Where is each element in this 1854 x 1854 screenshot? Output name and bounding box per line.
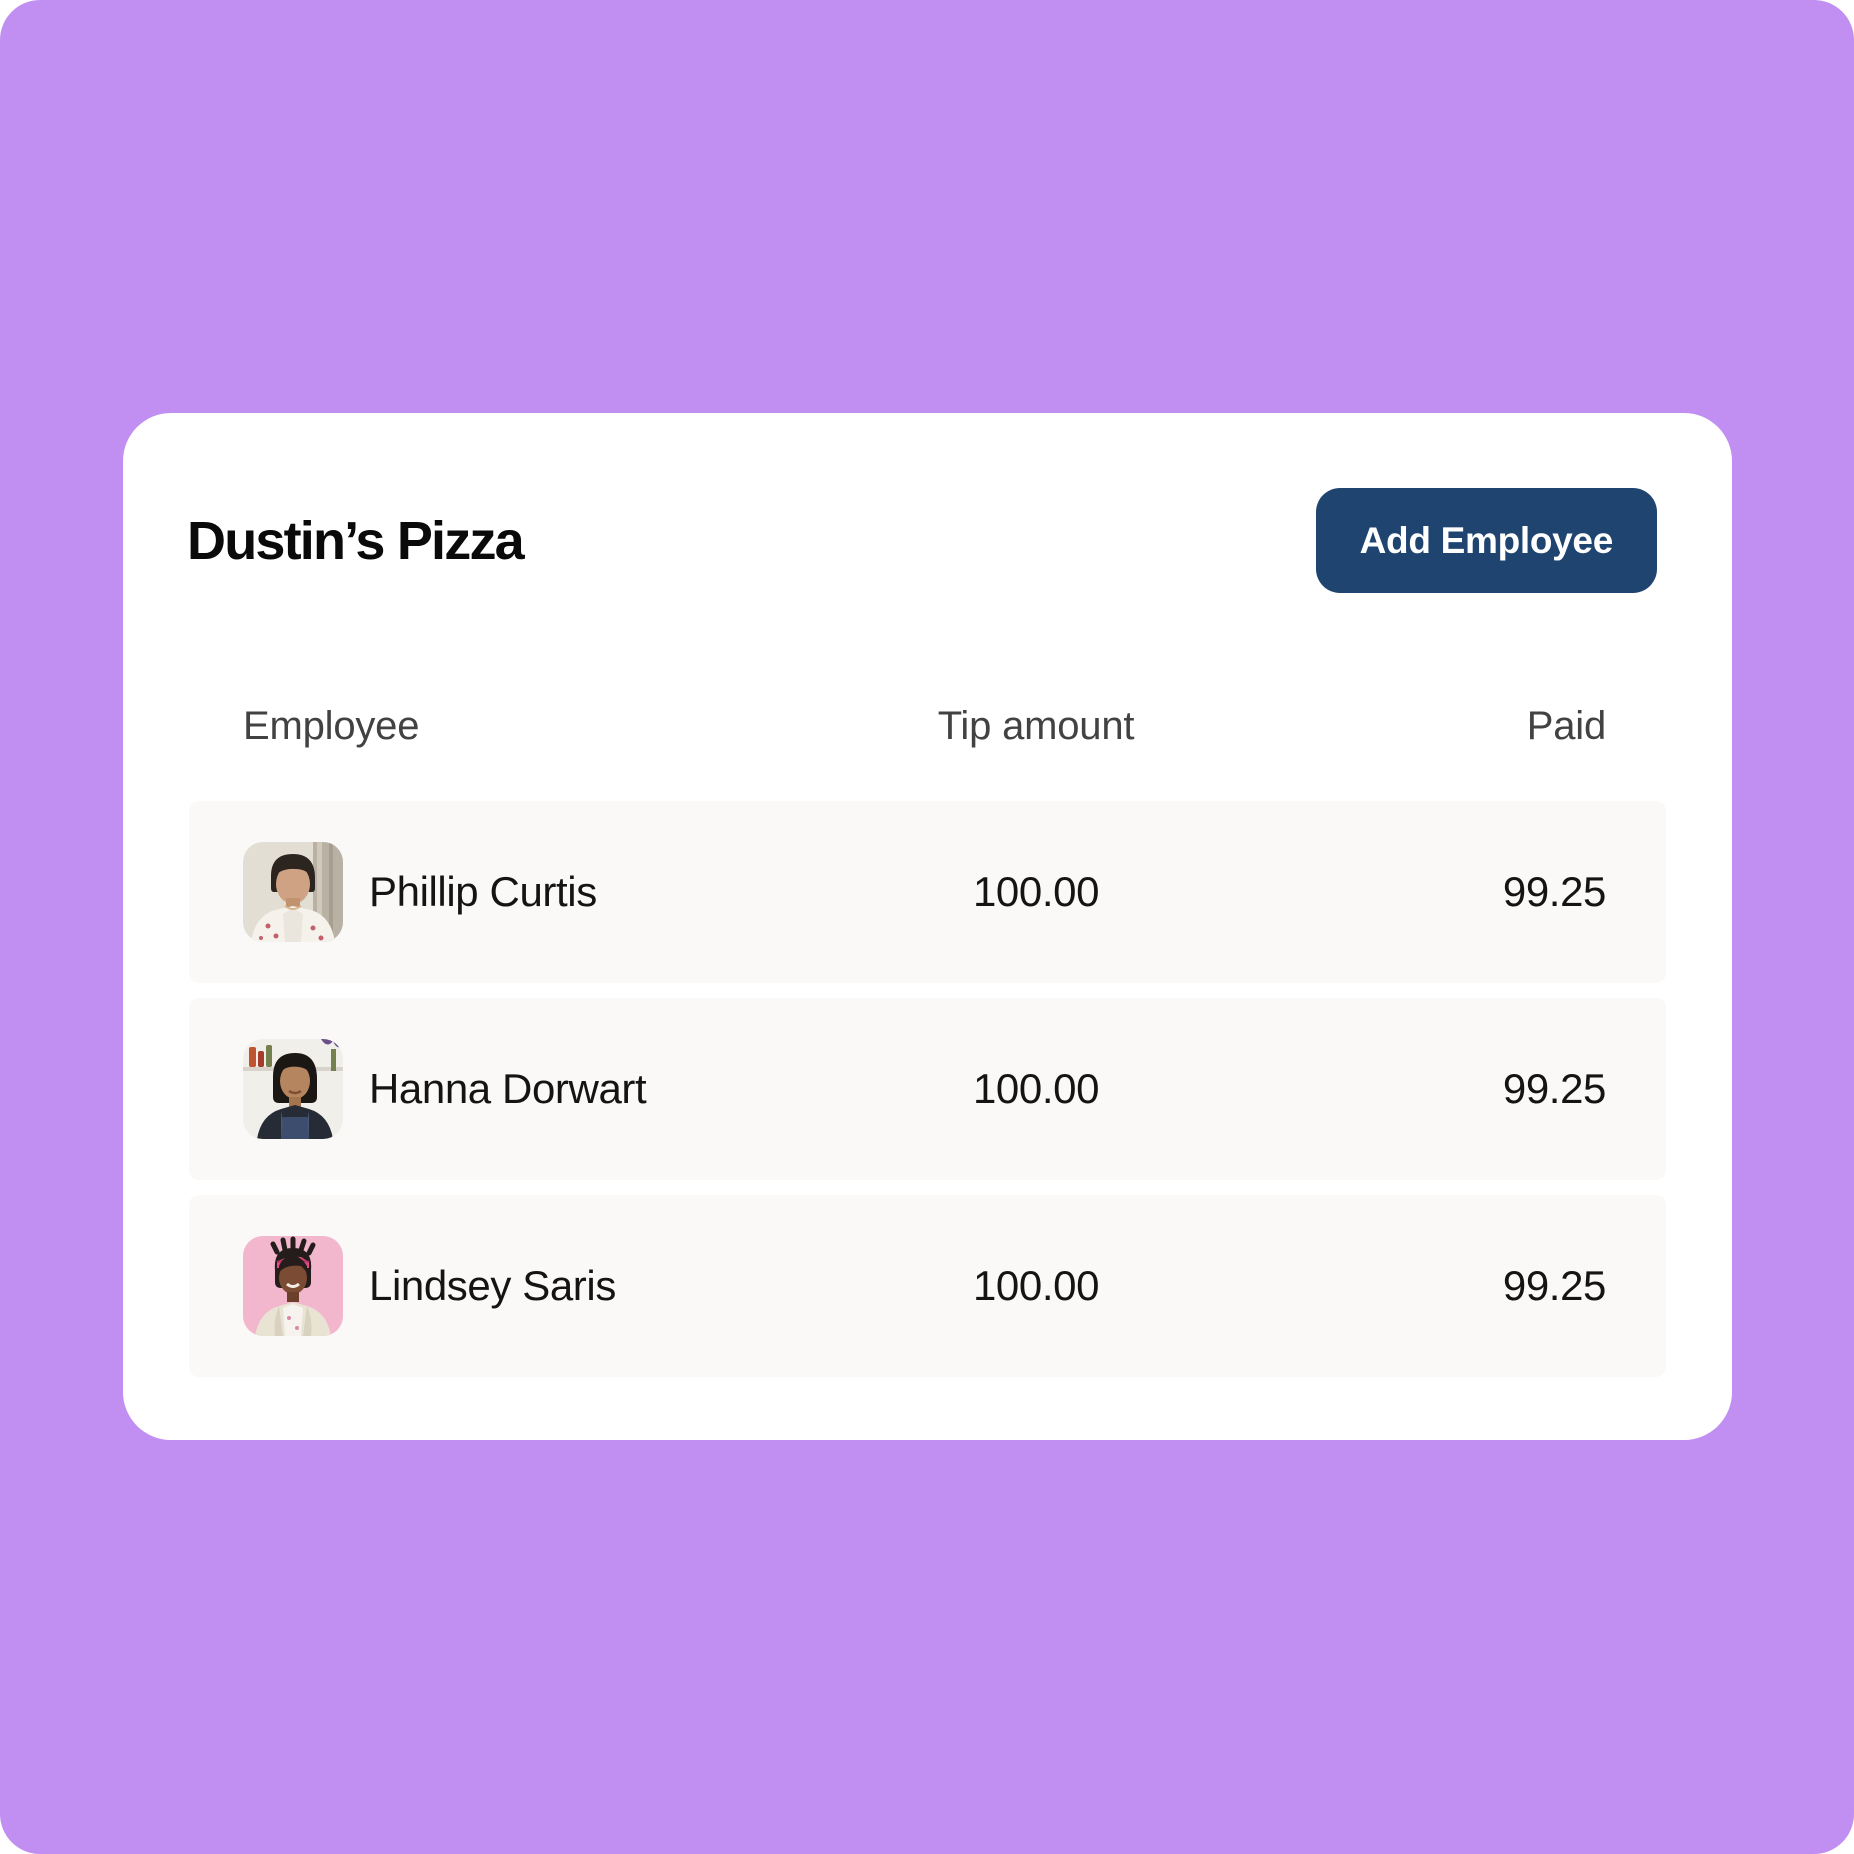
column-header-employee: Employee [243, 703, 420, 748]
paid-value: 99.25 [1502, 868, 1607, 915]
employee-name: Phillip Curtis [369, 868, 597, 915]
column-header-tip-amount: Tip amount [937, 703, 1135, 748]
lindsey-saris-photo [243, 1236, 343, 1336]
paid-value: 99.25 [1502, 1065, 1607, 1112]
paid-value: 99.25 [1502, 1262, 1607, 1309]
page-title: Dustin’s Pizza [187, 510, 525, 571]
phillip-curtis-photo [243, 842, 343, 942]
add-employee-button[interactable]: Add Employee [1315, 488, 1657, 593]
employee-list: Phillip Curtis 100.00 99.25 [189, 801, 1666, 1377]
tip-payout-card: Dustin’s Pizza Add Employee Employee Tip… [123, 413, 1732, 1440]
tip-amount-value: 100.00 [972, 1065, 1100, 1112]
tip-amount-value: 100.00 [972, 1262, 1100, 1309]
table-row[interactable]: Hanna Dorwart 100.00 99.25 [189, 998, 1666, 1180]
table-header-row: Employee Tip amount Paid [189, 700, 1666, 752]
table-row[interactable]: Lindsey Saris 100.00 99.25 [189, 1195, 1666, 1377]
employee-cell: Phillip Curtis [243, 842, 886, 942]
employee-cell: Lindsey Saris [243, 1236, 886, 1336]
employee-cell: Hanna Dorwart [243, 1039, 886, 1139]
hanna-dorwart-photo [243, 1039, 343, 1139]
table-row[interactable]: Phillip Curtis 100.00 99.25 [189, 801, 1666, 983]
card-header: Dustin’s Pizza Add Employee [123, 413, 1732, 593]
column-header-paid: Paid [1526, 703, 1606, 748]
tip-amount-value: 100.00 [972, 868, 1100, 915]
employee-name: Lindsey Saris [369, 1262, 616, 1309]
employee-name: Hanna Dorwart [369, 1065, 647, 1112]
